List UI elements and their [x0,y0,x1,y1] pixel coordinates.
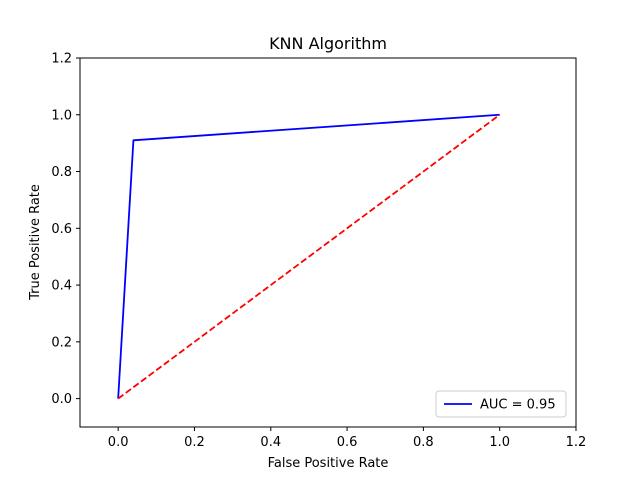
plot-area [79,57,577,428]
y-tick-label: 0.8 [51,165,72,180]
x-tick-label: 0.8 [413,435,434,450]
y-tick-label: 0.4 [51,279,72,294]
plot-frame [79,57,577,428]
x-tick-label: 0.6 [337,435,358,450]
axis-ticks: 0.0 0.2 0.4 0.6 0.8 1.0 1.2 0.0 0.2 0.4 0.6 0.8 1.0 1… [51,52,586,451]
chart-title: KNN Algorithm [269,34,387,53]
y-tick-label: 1.0 [51,108,72,123]
y-tick-label: 0.2 [51,335,72,350]
legend-box [435,390,567,418]
x-tick-label: 0.4 [260,435,281,450]
legend: AUC = 0.95 [435,390,567,418]
series-line-1 [117,114,501,400]
x-tick-label: 1.0 [489,435,510,450]
legend-label: AUC = 0.95 [480,398,556,413]
x-tick-label: 0.0 [108,435,129,450]
y-tick-label: 0.0 [51,392,72,407]
x-tick-label: 0.2 [184,435,205,450]
y-tick-label: 0.6 [51,222,72,237]
y-tick-label: 1.2 [51,52,72,67]
series-line-0 [117,113,500,399]
y-axis-label: True Positive Rate [28,184,43,301]
x-axis-label: False Positive Rate [268,456,389,471]
x-tick-label: 1.2 [566,435,587,450]
